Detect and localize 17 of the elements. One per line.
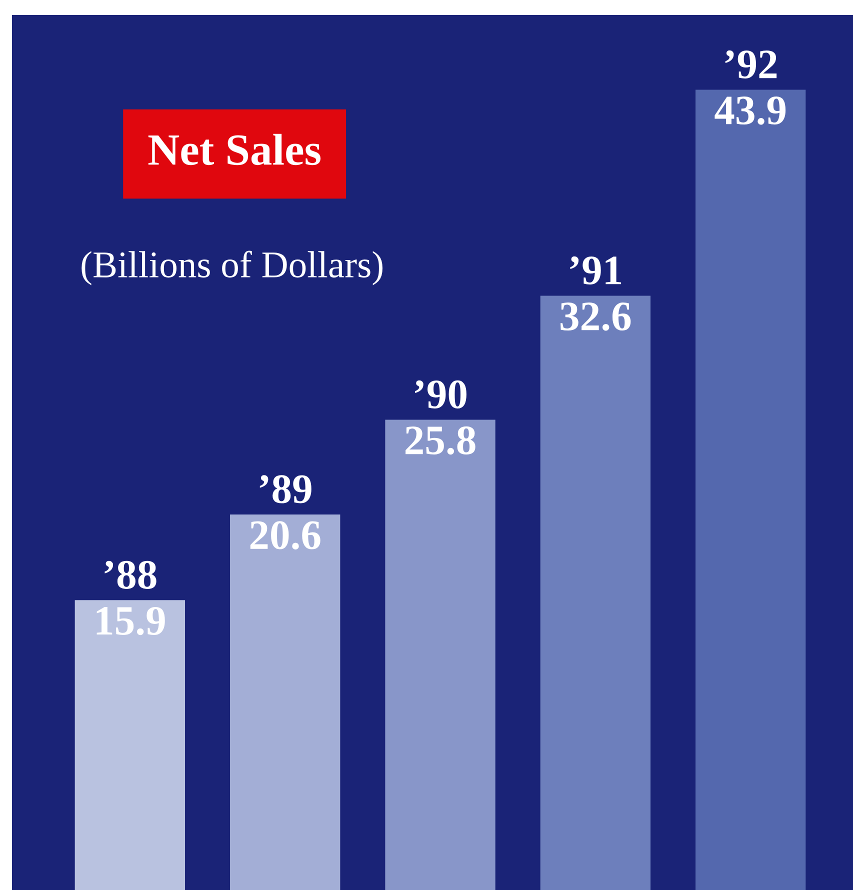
data-label: 15.9 bbox=[96, 606, 165, 636]
bar bbox=[230, 514, 340, 890]
x-tick-label: ’90 bbox=[415, 380, 466, 408]
bar bbox=[385, 420, 496, 890]
bar bbox=[540, 296, 651, 890]
data-label: 43.9 bbox=[714, 96, 786, 125]
data-label: 25.8 bbox=[406, 426, 476, 455]
data-label: 32.6 bbox=[560, 302, 631, 331]
x-tick-label: ’88 bbox=[104, 560, 156, 589]
bar bbox=[74, 600, 186, 890]
text: (Billions of Dollars) bbox=[82, 250, 382, 286]
x-tick-label: ’89 bbox=[260, 475, 312, 504]
x-tick-label: ’91 bbox=[570, 256, 622, 285]
x-tick-label: ’92 bbox=[725, 50, 777, 79]
data-label: 20.6 bbox=[250, 521, 320, 550]
bar bbox=[696, 90, 806, 890]
text: Net Sales bbox=[148, 134, 321, 166]
